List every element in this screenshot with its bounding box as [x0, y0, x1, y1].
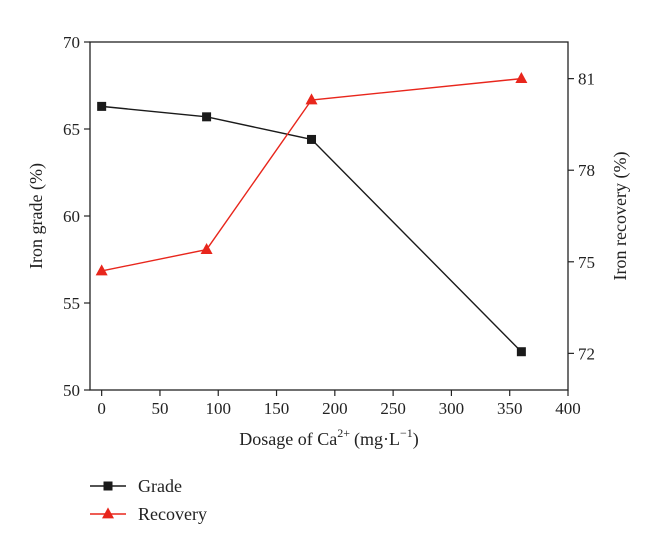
legend: Grade Recovery — [90, 476, 207, 524]
legend-label-recovery: Recovery — [138, 504, 207, 524]
x-tick-label: 350 — [497, 399, 523, 418]
axes: 0 50 100 150 200 250 300 350 400 50 55 60 65 70 72 75 78… — [26, 33, 631, 450]
y-right-tick-label: 78 — [578, 161, 595, 180]
x-axis-title-units-close: ) — [413, 429, 419, 450]
y-left-tick-label: 55 — [63, 294, 80, 313]
y-right-axis-title: Iron recovery (%) — [610, 152, 631, 281]
x-tick-label: 100 — [205, 399, 231, 418]
legend-label-grade: Grade — [138, 476, 182, 496]
plot-frame — [89, 41, 569, 391]
series-grade-point — [97, 101, 107, 111]
x-axis-title-main: Dosage of Ca — [239, 429, 337, 449]
x-axis-title-units-superscript: −1 — [400, 426, 413, 440]
series-recovery-point — [95, 264, 108, 276]
x-axis-title-superscript: 2+ — [337, 426, 350, 440]
y-right-tick-label: 75 — [578, 253, 595, 272]
x-tick-label: 400 — [555, 399, 581, 418]
x-tick-label: 300 — [439, 399, 465, 418]
x-axis-title-units: (mg·L — [354, 429, 400, 450]
x-tick-label: 0 — [97, 399, 106, 418]
y-right-tick-label: 72 — [578, 344, 595, 363]
y-left-tick-label: 50 — [63, 381, 80, 400]
x-axis-title: Dosage of Ca2+ (mg·L−1) — [239, 426, 419, 450]
series-grade-point — [307, 134, 317, 144]
plot-area — [95, 72, 528, 357]
series-grade-line — [101, 105, 522, 353]
x-tick-label: 250 — [380, 399, 406, 418]
series-recovery-point — [200, 242, 213, 254]
legend-marker-recovery — [102, 507, 114, 519]
legend-item-recovery: Recovery — [90, 504, 207, 524]
legend-item-grade: Grade — [90, 476, 182, 496]
series-grade-point — [202, 112, 212, 122]
x-tick-label: 150 — [264, 399, 290, 418]
x-tick-label: 50 — [151, 399, 168, 418]
legend-marker-grade — [103, 481, 113, 491]
series-recovery-point — [515, 72, 528, 84]
x-tick-label: 200 — [322, 399, 348, 418]
y-left-tick-label: 65 — [63, 120, 80, 139]
series-grade — [97, 101, 526, 357]
series-recovery-line — [101, 77, 522, 272]
series-grade-point — [516, 347, 526, 357]
series-recovery — [95, 72, 528, 276]
y-right-tick-label: 81 — [578, 70, 595, 89]
series-recovery-point — [305, 93, 318, 105]
y-left-tick-label: 60 — [63, 207, 80, 226]
y-left-tick-label: 70 — [63, 33, 80, 52]
y-left-axis-title: Iron grade (%) — [26, 163, 47, 269]
